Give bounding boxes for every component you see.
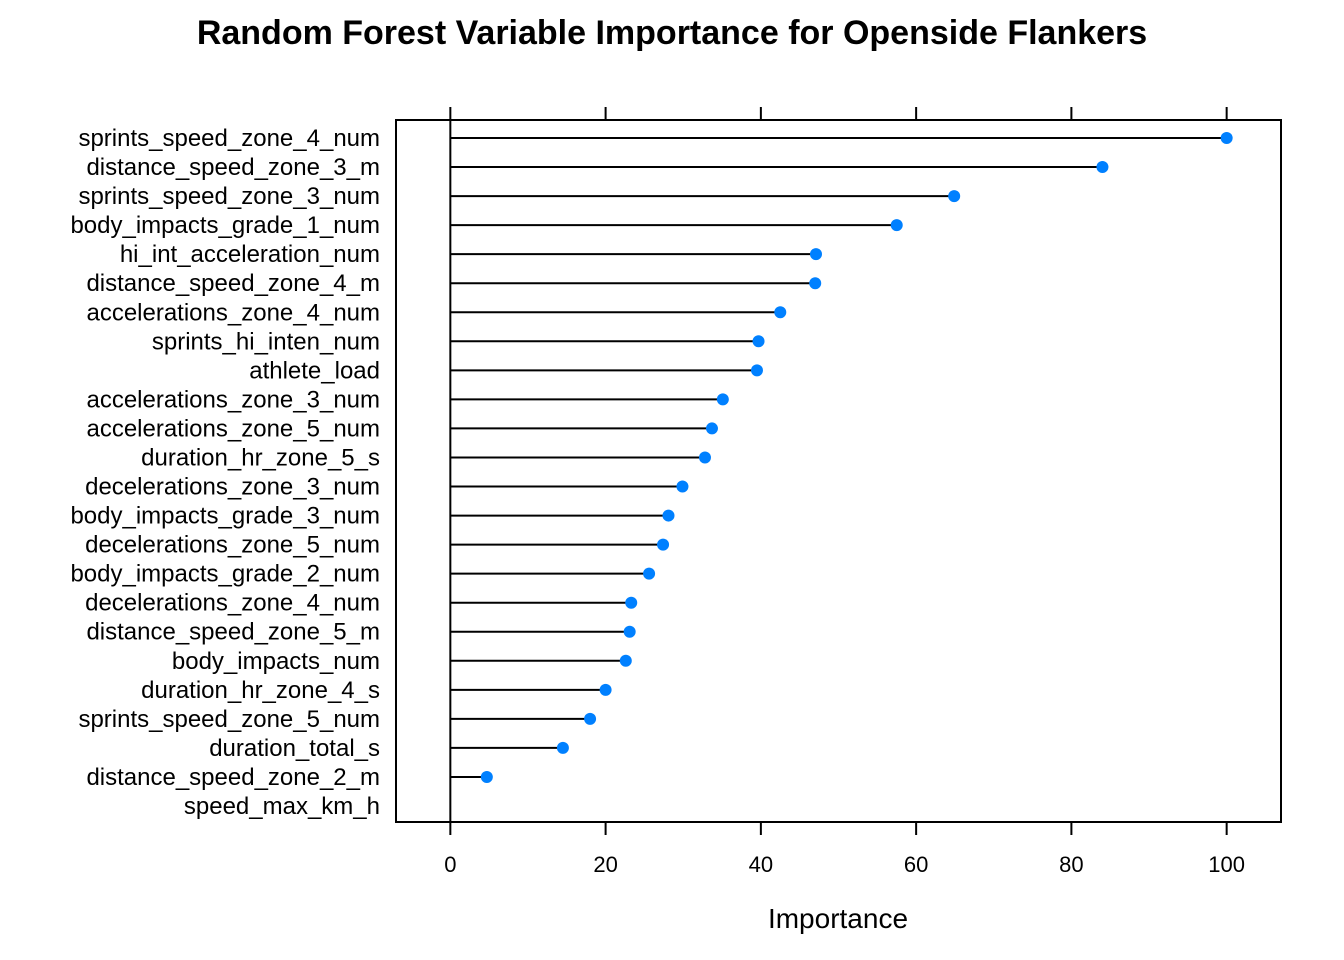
category-label: body_impacts_num [172,648,380,675]
importance-point [676,480,689,493]
importance-point [657,538,670,551]
category-label: distance_speed_zone_2_m [86,764,380,791]
category-label: distance_speed_zone_3_m [86,154,380,181]
importance-point [948,190,961,203]
x-tick-label: 60 [904,852,928,877]
category-label: accelerations_zone_3_num [86,386,380,413]
x-tick-label: 40 [749,852,773,877]
category-label: decelerations_zone_4_num [85,590,380,617]
importance-point [705,422,718,435]
category-label: sprints_hi_inten_num [152,328,380,355]
category-label: sprints_speed_zone_3_num [78,183,380,210]
category-label: body_impacts_grade_3_num [70,503,380,530]
category-label: body_impacts_grade_2_num [70,561,380,588]
importance-point [619,654,632,667]
category-label: accelerations_zone_5_num [86,415,380,442]
importance-point [890,219,903,232]
importance-point [1220,132,1233,144]
category-label: decelerations_zone_5_num [85,532,380,559]
importance-point [643,567,656,580]
category-label: distance_speed_zone_4_m [86,270,380,297]
importance-point [750,364,763,377]
importance-point [752,335,765,348]
category-label: athlete_load [249,357,380,384]
category-label: body_impacts_grade_1_num [70,212,380,239]
importance-point [809,248,822,261]
chart-title: Random Forest Variable Importance for Op… [197,14,1147,52]
importance-point [774,306,787,319]
category-label: duration_hr_zone_5_s [141,444,380,471]
category-label: duration_hr_zone_4_s [141,677,380,704]
category-label: sprints_speed_zone_5_num [78,706,380,733]
category-label: duration_total_s [209,735,380,762]
x-tick-label: 20 [593,852,617,877]
importance-point [662,509,675,522]
axes: 0 20 40 60 80 100sprints_speed_zone_4_numdist… [70,107,1245,877]
x-tick-label: 80 [1059,852,1083,877]
importance-point [584,712,597,725]
category-label: hi_int_acceleration_num [120,241,380,268]
plot-frame [395,119,1282,823]
importance-point [480,770,493,783]
x-axis-label: Importance [768,903,908,934]
category-label: distance_speed_zone_5_m [86,619,380,646]
importance-point [698,451,711,464]
importance-point [809,277,822,290]
chart-marks [450,132,1233,783]
x-tick-label: 100 [1208,852,1245,877]
importance-point [599,683,612,696]
category-label: sprints_speed_zone_4_num [78,125,380,152]
category-label: decelerations_zone_3_num [85,474,380,501]
importance-point [623,625,636,638]
importance-point [1096,161,1109,174]
category-label: accelerations_zone_4_num [86,299,380,326]
importance-point [556,741,569,754]
importance-point [716,393,729,406]
x-tick-label: 0 [444,852,456,877]
importance-point [625,596,638,609]
category-label: speed_max_km_h [184,793,380,820]
